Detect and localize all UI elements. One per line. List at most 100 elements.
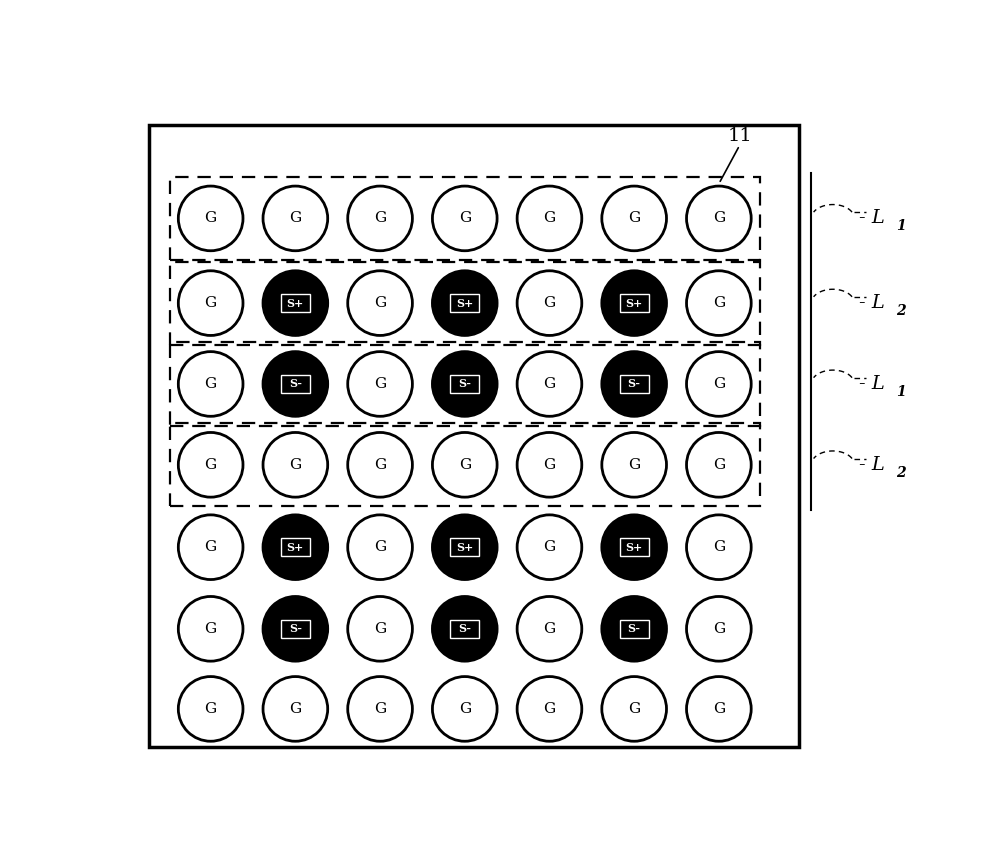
Text: G: G [543,377,556,391]
Text: G: G [374,622,386,636]
Text: - L: - L [859,375,885,393]
Circle shape [517,352,582,416]
Text: G: G [205,702,217,716]
Circle shape [602,270,667,335]
Text: G: G [374,212,386,226]
Text: G: G [205,212,217,226]
FancyBboxPatch shape [450,294,479,313]
Circle shape [602,352,667,416]
Text: S-: S- [628,378,641,390]
Text: S+: S+ [287,297,304,308]
Circle shape [263,677,328,741]
Text: G: G [713,296,725,310]
Text: G: G [543,540,556,554]
Circle shape [178,186,243,251]
Text: G: G [289,702,301,716]
Text: 1: 1 [896,384,906,398]
Text: S+: S+ [626,542,643,553]
Circle shape [432,186,497,251]
Circle shape [263,515,328,580]
Text: - L: - L [859,456,885,473]
Circle shape [517,186,582,251]
Circle shape [687,270,751,335]
FancyBboxPatch shape [450,375,479,393]
Circle shape [348,515,412,580]
Bar [170,262,760,345]
Text: G: G [374,540,386,554]
Text: G: G [713,458,725,472]
Circle shape [263,270,328,335]
Circle shape [517,270,582,335]
FancyBboxPatch shape [450,538,479,556]
FancyBboxPatch shape [281,375,310,393]
Circle shape [687,596,751,661]
Text: G: G [713,622,725,636]
Circle shape [517,596,582,661]
Text: 2: 2 [896,304,906,318]
Circle shape [178,515,243,580]
FancyBboxPatch shape [450,619,479,638]
Bar [170,342,760,426]
Circle shape [348,186,412,251]
Text: G: G [205,458,217,472]
Text: S-: S- [289,623,302,634]
Circle shape [517,515,582,580]
Bar [170,177,760,260]
Circle shape [687,433,751,497]
Circle shape [602,596,667,661]
Text: S-: S- [628,623,641,634]
Text: G: G [205,540,217,554]
Text: G: G [713,702,725,716]
Text: G: G [543,212,556,226]
Text: 1: 1 [896,219,906,233]
Text: S-: S- [458,623,471,634]
Text: G: G [374,377,386,391]
Circle shape [178,596,243,661]
FancyBboxPatch shape [281,294,310,313]
Text: S-: S- [458,378,471,390]
Circle shape [263,433,328,497]
Circle shape [432,515,497,580]
Circle shape [178,677,243,741]
Circle shape [432,433,497,497]
Text: G: G [628,458,640,472]
Circle shape [687,515,751,580]
Text: G: G [713,212,725,226]
Text: G: G [374,458,386,472]
FancyBboxPatch shape [620,619,649,638]
Text: G: G [374,702,386,716]
Circle shape [602,677,667,741]
Circle shape [602,433,667,497]
Text: G: G [543,458,556,472]
Circle shape [263,352,328,416]
Circle shape [178,433,243,497]
Text: - L: - L [859,294,885,312]
Text: G: G [543,702,556,716]
Text: G: G [628,702,640,716]
Text: G: G [289,212,301,226]
Text: G: G [374,296,386,310]
Circle shape [348,677,412,741]
Text: G: G [289,458,301,472]
Text: S+: S+ [456,542,473,553]
Text: 11: 11 [727,127,752,145]
Circle shape [178,352,243,416]
Circle shape [178,270,243,335]
Circle shape [432,270,497,335]
Text: S-: S- [289,378,302,390]
Text: 2: 2 [896,466,906,480]
Bar [170,423,760,506]
Text: G: G [713,377,725,391]
Bar [149,125,799,747]
FancyBboxPatch shape [620,375,649,393]
Text: G: G [628,212,640,226]
FancyBboxPatch shape [281,619,310,638]
Circle shape [602,515,667,580]
Text: G: G [205,622,217,636]
Text: G: G [205,296,217,310]
Circle shape [348,596,412,661]
Circle shape [517,433,582,497]
Circle shape [348,270,412,335]
Text: - L: - L [859,209,885,227]
Text: S+: S+ [287,542,304,553]
